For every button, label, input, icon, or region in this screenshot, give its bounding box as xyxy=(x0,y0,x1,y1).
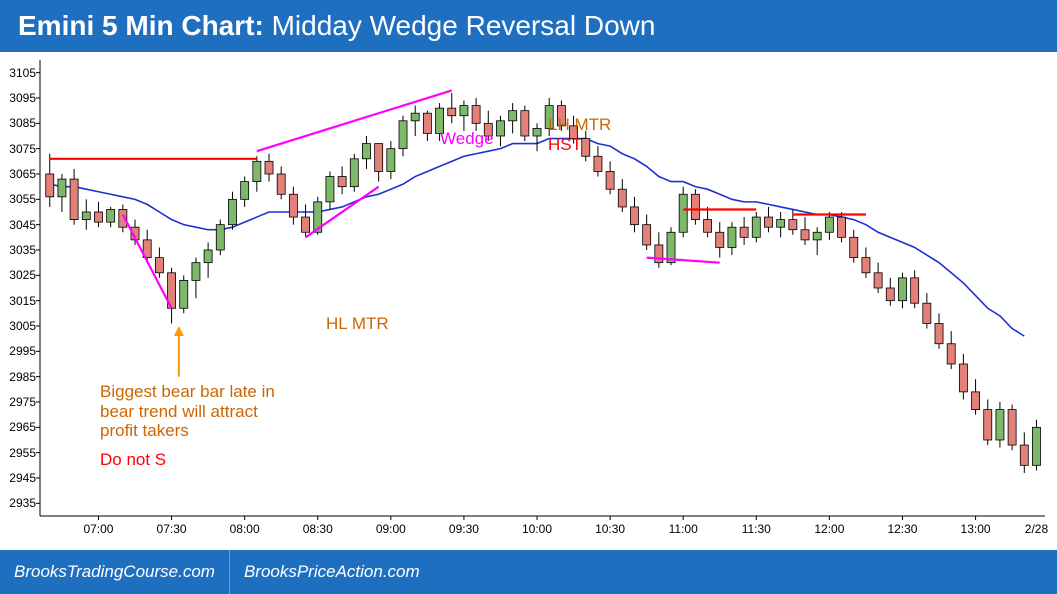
y-tick-label: 3025 xyxy=(0,268,36,282)
x-tick-label: 07:30 xyxy=(157,522,187,536)
y-tick-label: 3095 xyxy=(0,91,36,105)
x-tick-label: 11:30 xyxy=(742,522,771,536)
y-tick-label: 2955 xyxy=(0,446,36,460)
annotation-hl_mtr: HL MTR xyxy=(326,314,389,334)
x-tick-label: 13:00 xyxy=(961,522,991,536)
y-tick-label: 3055 xyxy=(0,192,36,206)
title-prefix: Emini 5 Min Chart: xyxy=(18,10,264,41)
x-tick-label: 11:00 xyxy=(669,522,698,536)
y-tick-label: 2965 xyxy=(0,420,36,434)
y-tick-label: 2975 xyxy=(0,395,36,409)
footer-site-b: BrooksPriceAction.com xyxy=(230,562,434,582)
annotation-wedge: Wedge xyxy=(440,129,494,149)
x-tick-label: 08:30 xyxy=(303,522,333,536)
footer-site-a: BrooksTradingCourse.com xyxy=(0,562,229,582)
annotation-lh_mtr: LH MTR xyxy=(548,115,611,135)
y-tick-label: 2995 xyxy=(0,344,36,358)
x-tick-label: 12:00 xyxy=(814,522,844,536)
x-tick-label: 10:00 xyxy=(522,522,552,536)
annotation-hst: HST xyxy=(548,135,582,155)
y-tick-label: 2935 xyxy=(0,496,36,510)
y-tick-label: 3075 xyxy=(0,142,36,156)
candlestick-chart xyxy=(0,52,1057,550)
y-tick-label: 2945 xyxy=(0,471,36,485)
x-tick-label: 12:30 xyxy=(887,522,917,536)
x-tick-label: 08:00 xyxy=(230,522,260,536)
x-tick-label: 07:00 xyxy=(83,522,113,536)
title-bar: Emini 5 Min Chart: Midday Wedge Reversal… xyxy=(0,0,1057,52)
y-tick-label: 3085 xyxy=(0,116,36,130)
y-tick-label: 3045 xyxy=(0,218,36,232)
annotation-do_not_s: Do not S xyxy=(100,450,166,470)
chart-area: 2935 2945 2955 2965 2975 2985 2995 3005 3015 3025… xyxy=(0,52,1057,550)
x-tick-label: 10:30 xyxy=(595,522,625,536)
annotation-bear_note: Biggest bear bar late in bear trend will… xyxy=(100,382,275,441)
x-tick-label: 09:30 xyxy=(449,522,479,536)
y-tick-label: 3065 xyxy=(0,167,36,181)
y-tick-label: 2985 xyxy=(0,370,36,384)
x-tick-label: 09:00 xyxy=(376,522,406,536)
title-suffix: Midday Wedge Reversal Down xyxy=(272,10,656,41)
x-axis-date-label: 2/28 xyxy=(1025,522,1048,536)
y-tick-label: 3105 xyxy=(0,66,36,80)
y-tick-label: 3015 xyxy=(0,294,36,308)
y-tick-label: 3035 xyxy=(0,243,36,257)
footer-bar: BrooksTradingCourse.com BrooksPriceActio… xyxy=(0,550,1057,594)
y-tick-label: 3005 xyxy=(0,319,36,333)
